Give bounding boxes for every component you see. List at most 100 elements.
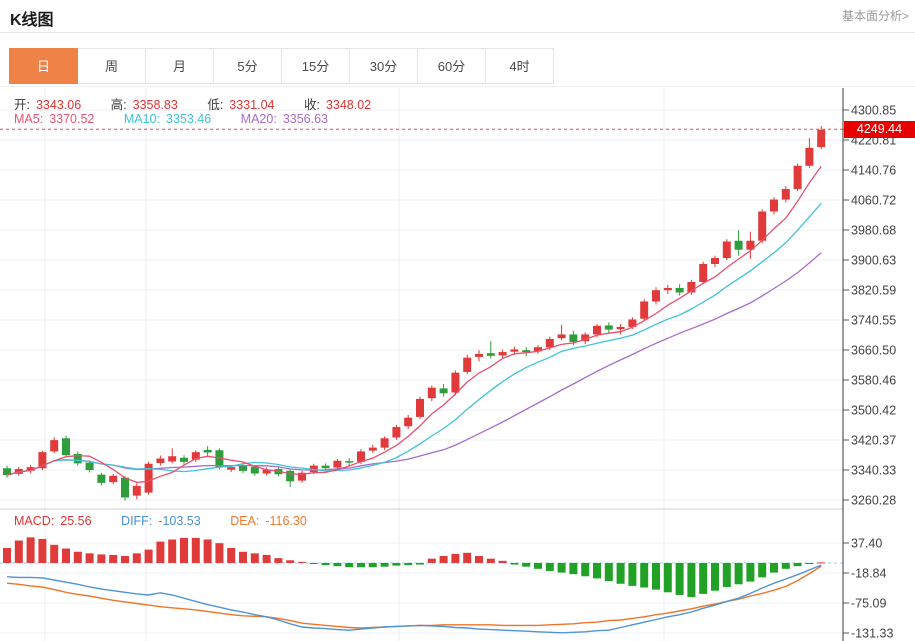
candle-body bbox=[416, 398, 424, 417]
ma10-value: 3353.46 bbox=[166, 112, 212, 126]
macd-bar bbox=[652, 562, 660, 590]
candle-body bbox=[427, 387, 436, 399]
candle-body bbox=[498, 352, 507, 356]
ma10-line bbox=[6, 202, 822, 476]
candle-body bbox=[663, 287, 672, 291]
macd-bar bbox=[628, 562, 637, 586]
candles bbox=[3, 126, 826, 501]
macd-bar bbox=[250, 553, 259, 563]
y-axis-label: 3260.28 bbox=[851, 494, 896, 508]
candle-body bbox=[746, 240, 755, 250]
close-label: 收: bbox=[303, 98, 320, 112]
macd-bar bbox=[3, 548, 11, 563]
candle-body bbox=[215, 450, 224, 468]
y-axis-label: 3580.46 bbox=[851, 374, 896, 388]
ma20-value: 3356.63 bbox=[282, 112, 328, 126]
macd-bar bbox=[121, 556, 129, 563]
macd-bar bbox=[451, 553, 460, 563]
macd-bar bbox=[699, 562, 708, 594]
candle-body bbox=[451, 372, 460, 393]
tab-4hour[interactable]: 4时 bbox=[485, 48, 554, 84]
header-divider bbox=[0, 32, 915, 33]
macd-bar bbox=[569, 562, 578, 575]
macd-bar bbox=[144, 549, 153, 563]
low-value: 3331.04 bbox=[229, 98, 275, 112]
candle-body bbox=[380, 438, 389, 448]
candle-body bbox=[203, 449, 212, 453]
macd-bar bbox=[817, 562, 826, 564]
macd-bar bbox=[663, 562, 672, 593]
macd-bar bbox=[215, 543, 224, 563]
macd-bar bbox=[770, 562, 778, 573]
tab-5min[interactable]: 5分 bbox=[213, 48, 282, 84]
macd-bar bbox=[427, 558, 436, 563]
macd-bar bbox=[97, 554, 106, 563]
y-axis-label: 4300.85 bbox=[851, 104, 896, 118]
macd-bar bbox=[486, 558, 495, 563]
candle-body bbox=[652, 290, 660, 302]
tab-15min[interactable]: 15分 bbox=[281, 48, 350, 84]
candle-body bbox=[770, 199, 778, 212]
macd-label: MACD: bbox=[14, 514, 55, 528]
y-axis-label: 4060.72 bbox=[851, 194, 896, 208]
ma20-label: MA20: bbox=[240, 112, 277, 126]
y-axis-label: 3660.50 bbox=[851, 344, 896, 358]
macd-bar bbox=[545, 562, 554, 571]
macd-bar bbox=[14, 540, 23, 563]
macd-bar bbox=[616, 562, 625, 584]
y-axis-label: 3500.42 bbox=[851, 404, 896, 418]
low-label: 低: bbox=[207, 98, 224, 112]
macd-histogram bbox=[3, 537, 826, 598]
macd-bar bbox=[132, 553, 141, 563]
candle-body bbox=[309, 465, 318, 472]
macd-bar bbox=[333, 562, 342, 567]
macd-bar bbox=[475, 556, 483, 563]
y-axis-label: -131.33 bbox=[851, 627, 893, 641]
dea-value: -116.30 bbox=[265, 514, 307, 528]
macd-bar bbox=[357, 562, 365, 568]
candle-body bbox=[699, 263, 708, 282]
candle-body bbox=[286, 470, 295, 482]
candle-body bbox=[62, 438, 70, 456]
candle-body bbox=[734, 240, 743, 250]
ma5-line bbox=[6, 166, 822, 484]
macd-bar bbox=[404, 562, 413, 566]
macd-bar bbox=[38, 538, 47, 563]
tab-day[interactable]: 日 bbox=[9, 48, 78, 84]
macd-bar bbox=[50, 544, 59, 563]
ma5-value: 3370.52 bbox=[49, 112, 95, 126]
candle-body bbox=[522, 350, 531, 353]
candle-body bbox=[534, 347, 542, 352]
open-label: 开: bbox=[14, 98, 30, 112]
candle-body bbox=[38, 452, 47, 469]
macd-bar bbox=[498, 560, 507, 563]
macd-panel bbox=[0, 537, 843, 634]
tab-bar-bottom-line bbox=[0, 86, 915, 87]
candle-body bbox=[168, 456, 177, 462]
candle-body bbox=[593, 325, 601, 335]
macd-bar bbox=[62, 548, 70, 563]
macd-bar bbox=[203, 539, 212, 563]
candle-body bbox=[109, 475, 118, 483]
macd-bar bbox=[687, 562, 696, 598]
macd-bar bbox=[227, 548, 236, 563]
macd-bar bbox=[180, 537, 188, 563]
macd-bar bbox=[557, 562, 566, 573]
tab-60min[interactable]: 60分 bbox=[417, 48, 486, 84]
diff-label: DIFF: bbox=[121, 514, 153, 528]
tab-30min[interactable]: 30分 bbox=[349, 48, 418, 84]
period-tab-bar: 日周月 5分 15分 30分 60分 4时 bbox=[9, 48, 554, 84]
macd-bar bbox=[262, 554, 271, 563]
tab-month[interactable]: 月 bbox=[145, 48, 214, 84]
y-axis-label: -18.84 bbox=[851, 567, 886, 581]
y-axis-label: 3340.33 bbox=[851, 464, 896, 478]
macd-bar bbox=[85, 553, 94, 563]
candle-body bbox=[758, 211, 767, 241]
candle-body bbox=[711, 257, 719, 264]
candle-body bbox=[368, 447, 377, 451]
macd-bar bbox=[640, 562, 649, 588]
y-axis-label: 3900.63 bbox=[851, 254, 896, 268]
fundamental-analysis-link[interactable]: 基本面分析> bbox=[841, 9, 909, 23]
